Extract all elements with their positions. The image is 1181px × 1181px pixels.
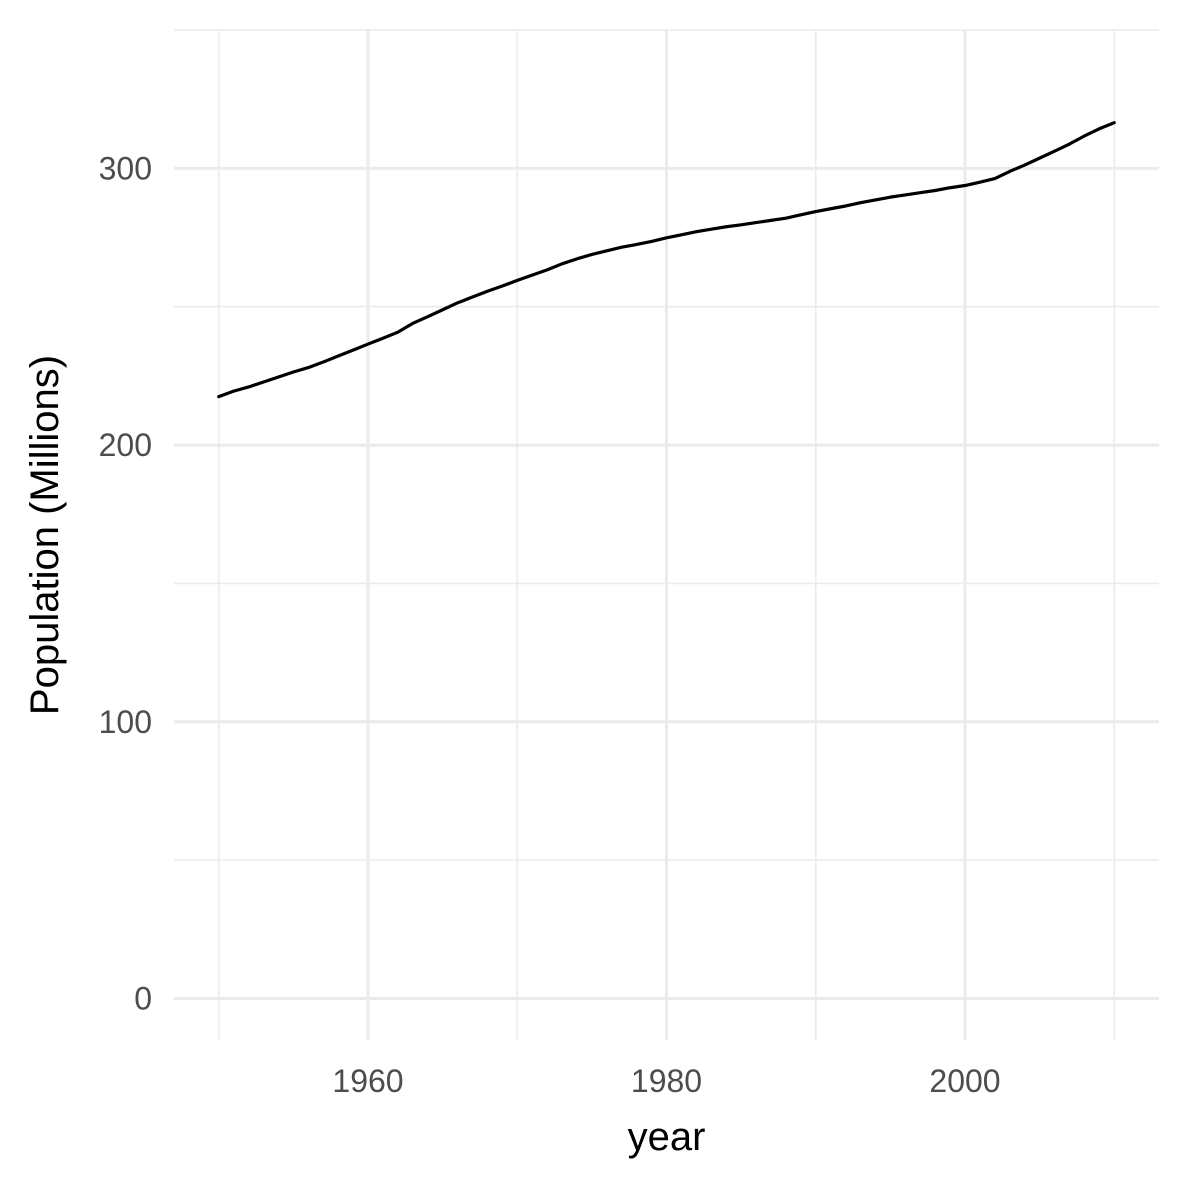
- y-tick-label: 300: [99, 150, 152, 186]
- x-tick-label: 2000: [929, 1063, 1000, 1099]
- y-axis-title: Population (Millions): [23, 355, 67, 715]
- y-tick-label: 200: [99, 427, 152, 463]
- x-axis-tick-labels: 1960 1980 2000: [332, 1063, 1000, 1099]
- x-tick-label: 1980: [631, 1063, 702, 1099]
- major-gridlines: [174, 30, 1159, 1040]
- x-axis-title: year: [628, 1115, 706, 1159]
- y-tick-label: 100: [99, 704, 152, 740]
- y-axis-tick-labels: 0 100 200 300: [99, 150, 152, 1016]
- population-line: [217, 121, 1116, 399]
- y-tick-label: 0: [134, 980, 152, 1016]
- x-tick-label: 1960: [332, 1063, 403, 1099]
